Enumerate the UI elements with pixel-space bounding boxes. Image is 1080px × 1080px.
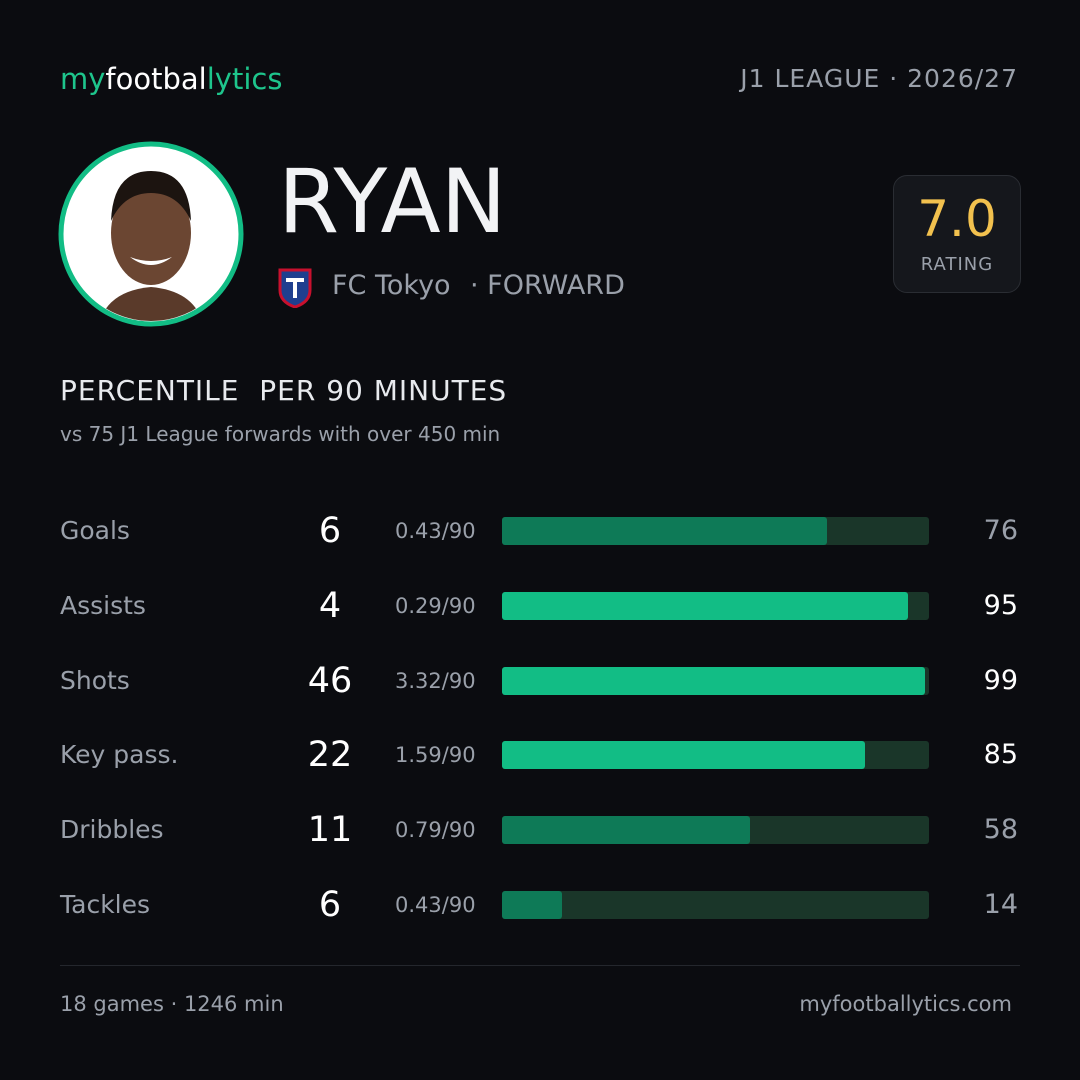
stat-count: 4 — [318, 585, 342, 626]
stat-row: Assists 4 0.29/90 95 — [0, 586, 1080, 626]
bar — [502, 591, 908, 620]
stat-row: Tackles 6 0.43/90 14 — [0, 885, 1080, 925]
rating: 7.0 — [917, 190, 997, 248]
bar-track — [502, 816, 929, 845]
bar — [502, 666, 925, 695]
stat-percentile: 76 — [983, 515, 1018, 546]
stat-per90: 1.59/90 — [395, 743, 476, 768]
stat-count: 6 — [318, 511, 342, 551]
club: FC Tokyo — [332, 270, 451, 301]
bar-track — [502, 741, 929, 770]
stat-label: Shots — [60, 665, 130, 695]
logo-part: lytics — [206, 62, 283, 96]
bar — [502, 816, 750, 845]
player-photo — [58, 141, 244, 327]
bar-track — [502, 591, 929, 620]
stat-count: 46 — [307, 660, 353, 701]
rating-label: RATING — [920, 254, 994, 275]
stat-row: Goals 6 0.43/90 76 — [0, 511, 1080, 551]
stat-row: Dribbles 11 0.79/90 58 — [0, 810, 1080, 850]
divider — [60, 965, 1020, 966]
section-subtitle: vs 75 J1 League forwards with over 450 m… — [60, 422, 501, 446]
stat-per90: 0.43/90 — [395, 893, 476, 917]
bar-track — [502, 891, 929, 919]
stat-percentile: 14 — [983, 889, 1018, 920]
position: · FORWARD — [470, 270, 625, 301]
footer-left: 18 games · 1246 min — [60, 992, 284, 1016]
league: J1 LEAGUE · 2026/27 — [740, 64, 1018, 93]
bar — [502, 517, 827, 545]
stat-label: Goals — [60, 516, 130, 545]
logo-part: footbal — [105, 62, 207, 96]
logo: myfootballytics — [60, 62, 282, 96]
stat-count: 22 — [307, 735, 353, 776]
stat-count: 11 — [307, 810, 353, 851]
bar-track — [502, 517, 929, 545]
stat-per90: 0.79/90 — [395, 818, 476, 843]
stat-label: Dribbles — [60, 815, 164, 845]
club-crest — [278, 268, 312, 308]
stat-percentile: 95 — [983, 589, 1018, 621]
stat-count: 6 — [318, 885, 342, 925]
logo-part: my — [60, 62, 106, 96]
stat-label: Key pass. — [60, 740, 179, 770]
stat-percentile: 85 — [983, 739, 1018, 771]
bar — [502, 741, 865, 770]
stat-percentile: 58 — [983, 814, 1018, 846]
stat-label: Assists — [60, 590, 146, 620]
bar — [502, 891, 562, 919]
stat-percentile: 99 — [983, 664, 1018, 696]
rating-box: 7.0 RATING — [893, 175, 1021, 293]
player-name: RYAN — [278, 150, 507, 253]
stat-row: Key pass. 22 1.59/90 85 — [0, 735, 1080, 775]
footer-right: myfootballytics.com — [799, 992, 1012, 1016]
stat-row: Shots 46 3.32/90 99 — [0, 661, 1080, 701]
section-title: PERCENTILE PER 90 MINUTES — [60, 374, 508, 407]
bar-track — [502, 666, 929, 695]
stat-label: Tackles — [60, 890, 151, 919]
stat-per90: 3.32/90 — [395, 668, 476, 693]
stat-per90: 0.43/90 — [395, 519, 476, 543]
stat-per90: 0.29/90 — [395, 593, 476, 618]
